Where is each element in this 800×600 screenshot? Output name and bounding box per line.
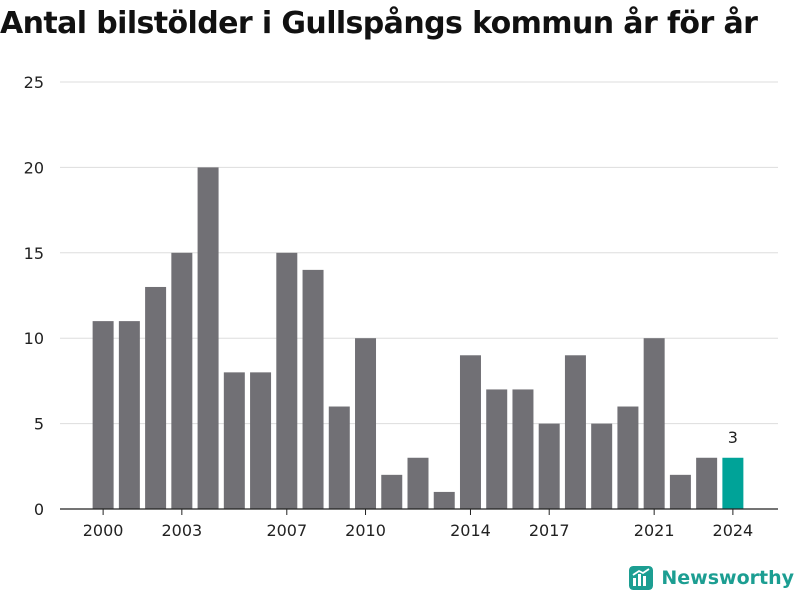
data-labels: 3 (728, 428, 738, 447)
y-tick-label: 15 (24, 244, 44, 263)
bar-2023 (696, 457, 718, 509)
bar-2010 (355, 338, 377, 509)
data-label: 3 (728, 428, 738, 447)
bar-2007 (276, 252, 298, 510)
y-tick-label: 10 (24, 329, 44, 348)
y-tick-label: 20 (24, 158, 44, 177)
x-tick-label: 2000 (83, 521, 124, 540)
x-axis: 2000 2003 2007 2010 2014 2017 2021 2024 (60, 508, 778, 540)
bar-2016 (512, 389, 534, 509)
chart-title: Antal bilstölder i Gullspångs kommun år … (0, 6, 758, 41)
x-tick-label: 2021 (634, 521, 675, 540)
y-tick-label: 0 (34, 500, 44, 519)
y-tick-label: 5 (34, 415, 44, 434)
bar-2015 (486, 389, 508, 509)
x-tick-label: 2014 (450, 521, 491, 540)
bar-2022 (669, 474, 691, 509)
bar-2019 (591, 423, 613, 509)
x-tick-label: 2017 (529, 521, 570, 540)
bar-2014 (459, 355, 481, 509)
bar-2013 (433, 491, 455, 509)
x-tick-label: 2003 (161, 521, 202, 540)
bar-2017 (538, 423, 560, 509)
bar-2009 (328, 406, 350, 509)
logo-text: Newsworthy (661, 567, 794, 589)
gridlines (60, 81, 778, 425)
bar-2001 (118, 321, 140, 509)
bar-2004 (197, 167, 219, 509)
bar-2012 (407, 457, 429, 509)
bar-2005 (223, 372, 245, 509)
bar-2008 (302, 269, 324, 509)
y-tick-label: 25 (24, 73, 44, 92)
bar-2006 (250, 372, 272, 509)
bar-2024 (722, 457, 744, 509)
bar-2021 (643, 338, 665, 509)
bar-2000 (92, 321, 114, 509)
y-axis-ticks: 0 5 10 15 20 25 (24, 73, 44, 519)
bar-2011 (381, 474, 403, 509)
bars (92, 167, 744, 510)
bar-2002 (145, 286, 167, 509)
x-tick-label: 2007 (266, 521, 307, 540)
newsworthy-logo-icon (629, 566, 654, 590)
bar-2003 (171, 252, 193, 510)
bar-2020 (617, 406, 639, 509)
bar-2018 (564, 355, 586, 509)
x-tick-label: 2010 (345, 521, 386, 540)
newsworthy-logo: Newsworthy (629, 566, 794, 590)
x-tick-label: 2024 (713, 521, 754, 540)
